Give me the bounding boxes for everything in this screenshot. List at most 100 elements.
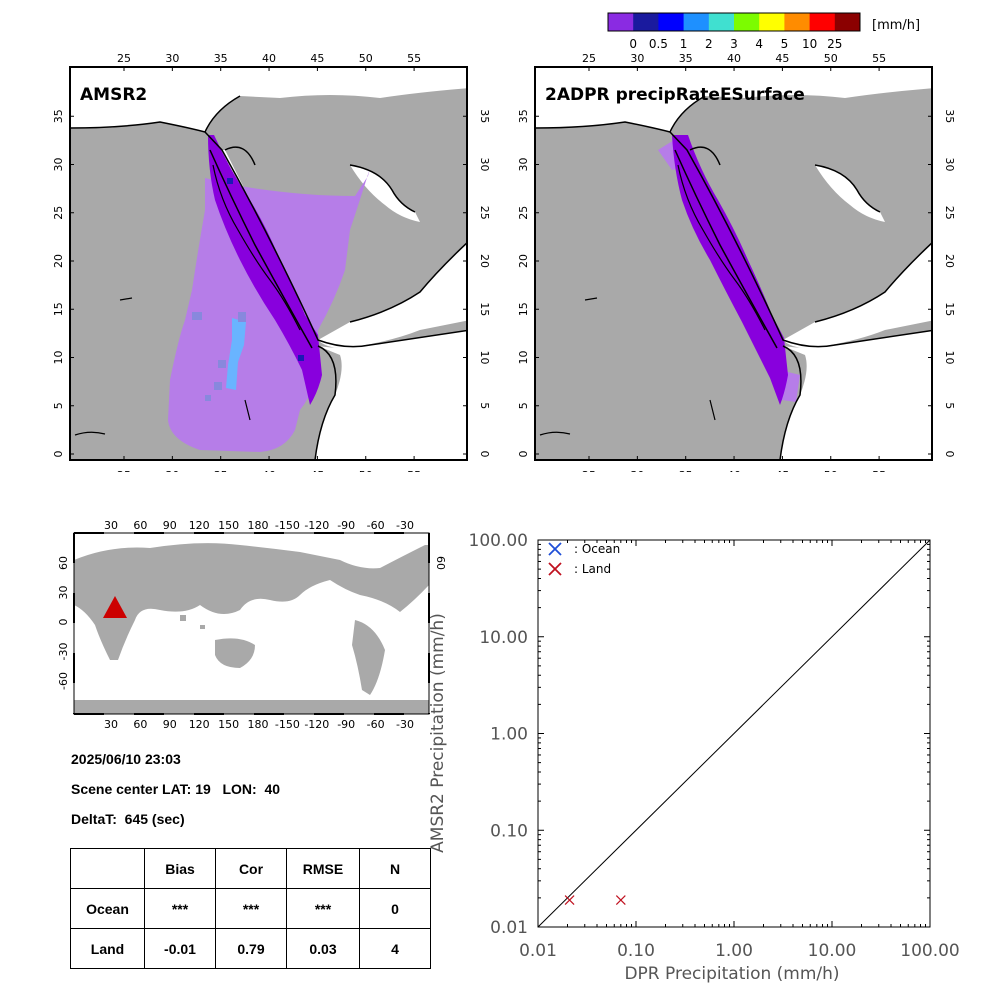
x-tick-label: 10.00 <box>808 941 857 961</box>
colorbar-label: 0 <box>629 37 637 51</box>
globe-lon-label: -120 <box>304 519 329 532</box>
lon-tick-label: 55 <box>872 469 886 472</box>
lon-tick-label: 40 <box>727 52 741 65</box>
colorbar-swatch <box>834 13 861 31</box>
colorbar-label: 10 <box>802 37 817 51</box>
lon-tick-label: 35 <box>214 469 228 472</box>
globe-lat-label: 60 <box>57 556 70 570</box>
lon-tick-label: 35 <box>214 52 228 65</box>
precip-band <box>208 135 322 405</box>
lat-tick-label: 35 <box>478 109 490 123</box>
globe-lon-label: -90 <box>337 519 355 532</box>
lat-tick-label: 30 <box>943 158 955 172</box>
deltat: DeltaT: 645 (sec) <box>71 811 185 827</box>
legend-marker <box>548 562 562 576</box>
lon-tick-label: 45 <box>775 52 789 65</box>
lon-tick-label: 45 <box>310 469 324 472</box>
globe-lat-label: -30 <box>57 643 70 661</box>
lat-tick-label: 20 <box>478 254 490 268</box>
sea-arabian <box>318 242 467 348</box>
globe-lon-label: 60 <box>133 519 147 532</box>
data-point <box>615 895 626 905</box>
globe-lon-label: -30 <box>396 718 414 731</box>
scene-center: Scene center LAT: 19 LON: 40 <box>71 781 281 797</box>
lat-tick-label: 15 <box>943 302 955 316</box>
n-cell: 4 <box>359 928 431 969</box>
rivers <box>74 164 301 436</box>
lon-tick-label: 40 <box>262 52 276 65</box>
bias-cell: -0.01 <box>144 928 216 969</box>
lon-tick-label: 35 <box>679 469 693 472</box>
y-tick-label: 1.00 <box>490 725 528 745</box>
lat-tick-label: 20 <box>52 254 65 268</box>
lat-tick-label: 30 <box>517 158 530 172</box>
globe-lat-label: 60 <box>434 556 447 570</box>
colorbar-swatch <box>683 13 710 31</box>
header-cell: Bias <box>144 848 216 889</box>
globe-lon-label: -60 <box>367 519 385 532</box>
colorbar-swatch <box>784 13 811 31</box>
precip-moderate-2 <box>298 355 304 361</box>
lat-tick-label: 35 <box>52 109 65 123</box>
rmse-cell: 0.03 <box>286 928 360 969</box>
rivers <box>539 164 766 436</box>
row-label: Land <box>70 928 145 969</box>
lat-tick-label: 35 <box>517 109 530 123</box>
globe-lon-label: 120 <box>189 718 210 731</box>
coastlines <box>70 95 467 460</box>
lat-tick-label: 5 <box>943 402 955 409</box>
globe-lon-label: 30 <box>104 718 118 731</box>
globe-lon-label: 90 <box>163 718 177 731</box>
lon-tick-label: 45 <box>310 52 324 65</box>
colorbar-unit: [mm/h] <box>872 18 920 33</box>
colorbar-swatch <box>809 13 836 31</box>
colorbar-swatch <box>608 13 634 31</box>
lon-tick-label: 30 <box>165 469 179 472</box>
globe-lon-label: 60 <box>133 718 147 731</box>
colorbar-label: 2 <box>705 37 713 51</box>
globe-lon-label: 30 <box>104 519 118 532</box>
lon-tick-label: 50 <box>824 469 838 472</box>
lat-tick-label: 10 <box>478 351 490 365</box>
lon-tick-label: 40 <box>262 469 276 472</box>
globe-lon-label: 180 <box>248 718 269 731</box>
lat-tick-label: 20 <box>943 254 955 268</box>
globe-lat-label: 30 <box>57 586 70 600</box>
sea-indian-ocean <box>780 330 932 460</box>
lat-tick-label: 5 <box>478 402 490 409</box>
sea-arabian <box>783 242 932 348</box>
globe-map: 30 60 90 120 150 180 -150 -120 -90 -60 -30 30 60 90 12… <box>57 519 447 731</box>
colorbar-label: 5 <box>781 37 789 51</box>
lat-tick-label: 0 <box>478 451 490 458</box>
cor-cell: 0.79 <box>215 928 287 969</box>
globe-lon-label: 120 <box>189 519 210 532</box>
lat-tick-label: 25 <box>478 206 490 220</box>
legend-marker <box>548 542 562 556</box>
precip-heavier <box>226 318 246 390</box>
stats-table: Bias Cor RMSE N Ocean *** *** *** 0 Land… <box>70 848 431 969</box>
scatter-plot: 0.01 0.01 0.10 0.10 1.00 1.00 10.00 10.00 100.00… <box>428 531 960 984</box>
header-cell <box>70 848 145 889</box>
table-header-row: Bias Cor RMSE N <box>70 848 431 889</box>
colorbar-swatch <box>759 13 785 31</box>
cor-cell: *** <box>215 888 287 929</box>
globe-marker <box>103 596 127 618</box>
coastlines <box>535 95 932 460</box>
lon-tick-label: 45 <box>775 469 789 472</box>
data-point <box>564 895 575 905</box>
colorbar-swatch <box>734 13 760 31</box>
header-cell: N <box>359 848 431 889</box>
y-axis-label: AMSR2 Precipitation (mm/h) <box>428 613 448 853</box>
colorbar-label: 1 <box>680 37 688 51</box>
globe-lon-label: 150 <box>218 519 239 532</box>
globe-lon-label: 150 <box>218 718 239 731</box>
table-row: Land -0.01 0.79 0.03 4 <box>70 928 431 969</box>
x-tick-label: 100.00 <box>900 941 959 961</box>
lat-tick-label: 15 <box>478 302 490 316</box>
colorbar-label: 3 <box>730 37 738 51</box>
lon-tick-label: 25 <box>117 52 131 65</box>
lon-tick-label: 35 <box>679 52 693 65</box>
sea-mediterranean <box>535 67 932 132</box>
lat-tick-label: 15 <box>52 302 65 316</box>
right-map-title: 2ADPR precipRateESurface <box>545 85 805 105</box>
